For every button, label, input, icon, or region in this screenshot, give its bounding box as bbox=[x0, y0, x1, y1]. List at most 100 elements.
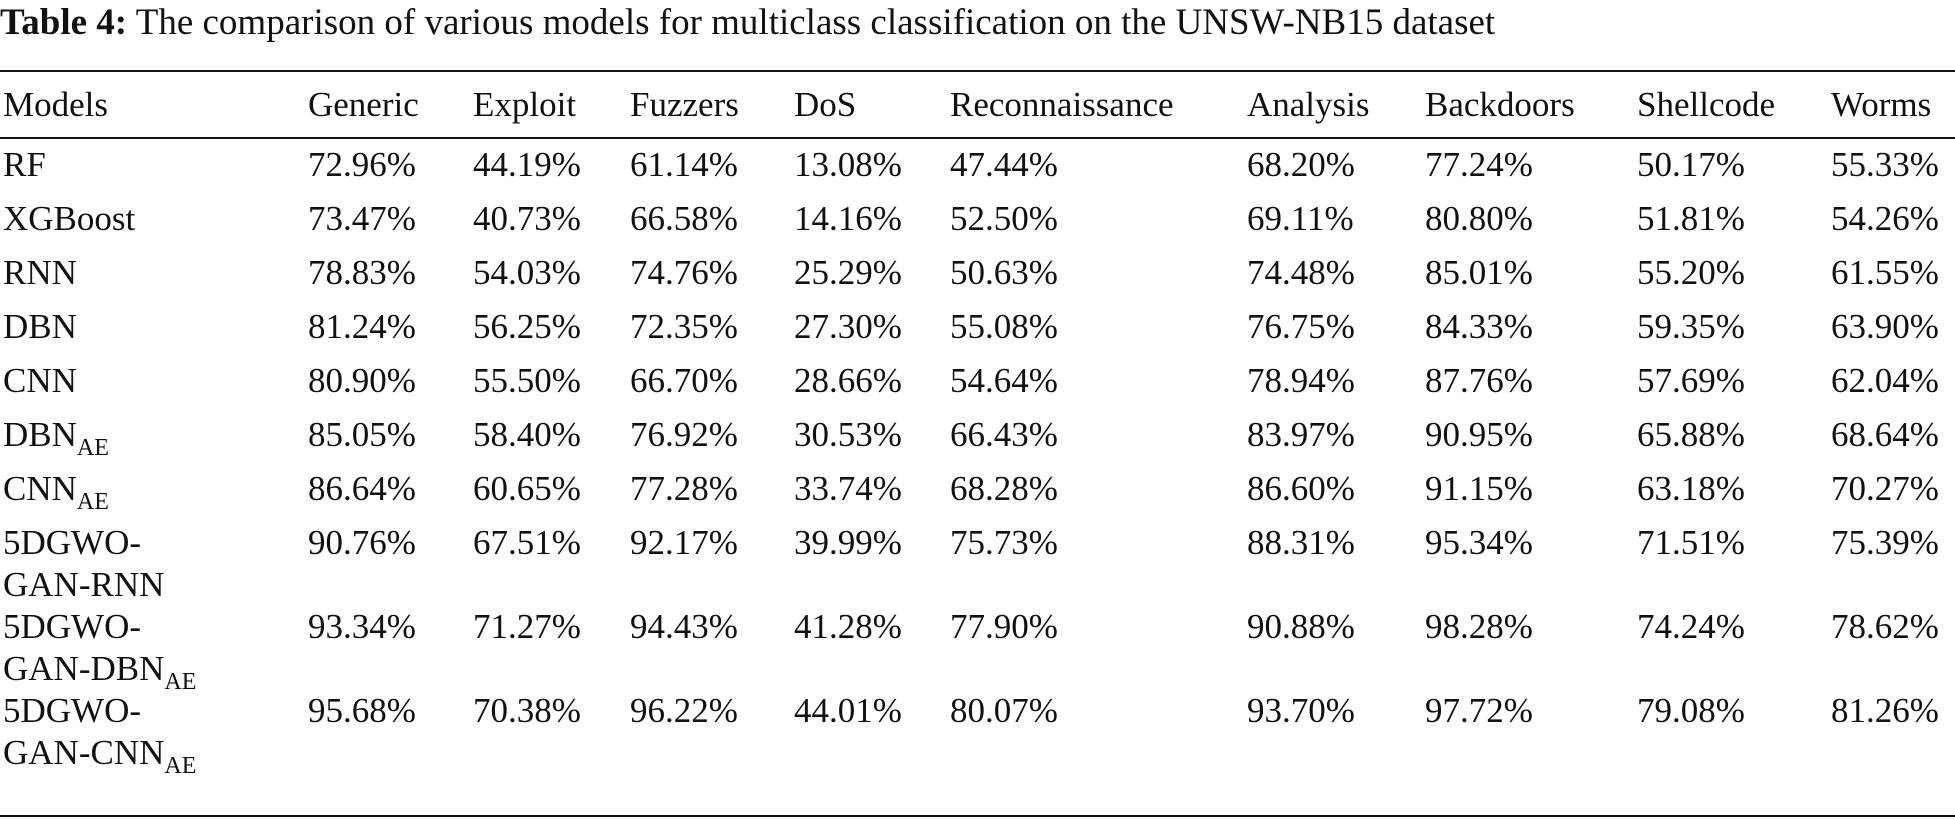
model-name: RF bbox=[3, 138, 46, 192]
cell-exploit: 71.27% bbox=[473, 607, 581, 646]
table-caption-text: The comparison of various models for mul… bbox=[127, 2, 1496, 43]
model-name-text: DBN bbox=[3, 307, 77, 346]
cell-backdoors: 85.01% bbox=[1425, 253, 1533, 292]
cell-dos: 30.53% bbox=[794, 415, 902, 454]
cell-backdoors: 80.80% bbox=[1425, 199, 1533, 238]
cell-worms: 78.62% bbox=[1831, 607, 1939, 646]
cell-worms: 62.04% bbox=[1831, 361, 1939, 400]
cell-fuzzers: 94.43% bbox=[630, 607, 738, 646]
cell-fuzzers: 77.28% bbox=[630, 469, 738, 508]
cell-dos: 14.16% bbox=[794, 199, 902, 238]
table-top-rule bbox=[0, 70, 1955, 72]
model-name: CNNAE bbox=[3, 462, 109, 516]
cell-analysis: 74.48% bbox=[1247, 253, 1355, 292]
model-name-subscript: AE bbox=[76, 435, 109, 461]
table-caption: Table 4: The comparison of various model… bbox=[0, 0, 1955, 46]
model-name-text: CNN bbox=[3, 361, 77, 400]
cell-fuzzers: 66.70% bbox=[630, 361, 738, 400]
cell-backdoors: 98.28% bbox=[1425, 607, 1533, 646]
cell-reconnaissance: 80.07% bbox=[950, 691, 1058, 730]
cell-shellcode: 51.81% bbox=[1637, 199, 1745, 238]
cell-exploit: 54.03% bbox=[473, 253, 581, 292]
header-exploit: Exploit bbox=[473, 85, 577, 124]
cell-dos: 41.28% bbox=[794, 607, 902, 646]
header-dos: DoS bbox=[794, 85, 857, 124]
cell-backdoors: 90.95% bbox=[1425, 415, 1533, 454]
model-name-text: 5DGWO- bbox=[3, 607, 142, 646]
cell-reconnaissance: 75.73% bbox=[950, 523, 1058, 562]
cell-backdoors: 91.15% bbox=[1425, 469, 1533, 508]
model-name: DBN bbox=[3, 300, 77, 354]
cell-generic: 80.90% bbox=[308, 361, 416, 400]
cell-fuzzers: 92.17% bbox=[630, 523, 738, 562]
model-name-text: XGBoost bbox=[3, 199, 136, 238]
cell-backdoors: 97.72% bbox=[1425, 691, 1533, 730]
cell-backdoors: 87.76% bbox=[1425, 361, 1533, 400]
cell-generic: 90.76% bbox=[308, 523, 416, 562]
header-models: Models bbox=[3, 85, 108, 124]
cell-reconnaissance: 77.90% bbox=[950, 607, 1058, 646]
model-name: RNN bbox=[3, 246, 77, 300]
cell-analysis: 69.11% bbox=[1247, 199, 1354, 238]
cell-fuzzers: 61.14% bbox=[630, 145, 738, 184]
cell-fuzzers: 96.22% bbox=[630, 691, 738, 730]
cell-generic: 78.83% bbox=[308, 253, 416, 292]
cell-shellcode: 65.88% bbox=[1637, 415, 1745, 454]
model-name-text: CNN bbox=[3, 469, 77, 508]
cell-shellcode: 55.20% bbox=[1637, 253, 1745, 292]
cell-analysis: 93.70% bbox=[1247, 691, 1355, 730]
cell-reconnaissance: 54.64% bbox=[950, 361, 1058, 400]
header-shellcode: Shellcode bbox=[1637, 85, 1776, 124]
table-header-rule bbox=[0, 137, 1955, 139]
model-name-line2-subscript: AE bbox=[164, 753, 197, 779]
header-generic: Generic bbox=[308, 85, 419, 124]
model-name-subscript: AE bbox=[76, 489, 109, 515]
model-name: DBNAE bbox=[3, 408, 109, 462]
cell-worms: 55.33% bbox=[1831, 145, 1939, 184]
cell-worms: 81.26% bbox=[1831, 691, 1939, 730]
cell-backdoors: 95.34% bbox=[1425, 523, 1533, 562]
cell-worms: 54.26% bbox=[1831, 199, 1939, 238]
cell-shellcode: 57.69% bbox=[1637, 361, 1745, 400]
cell-dos: 25.29% bbox=[794, 253, 902, 292]
cell-generic: 72.96% bbox=[308, 145, 416, 184]
cell-fuzzers: 76.92% bbox=[630, 415, 738, 454]
cell-worms: 61.55% bbox=[1831, 253, 1939, 292]
model-name-text: RNN bbox=[3, 253, 77, 292]
cell-exploit: 56.25% bbox=[473, 307, 581, 346]
cell-analysis: 78.94% bbox=[1247, 361, 1355, 400]
model-name: CNN bbox=[3, 354, 77, 408]
cell-analysis: 86.60% bbox=[1247, 469, 1355, 508]
table-bottom-rule bbox=[0, 815, 1955, 817]
model-name-line2: GAN-DBNAE bbox=[3, 642, 196, 696]
cell-fuzzers: 74.76% bbox=[630, 253, 738, 292]
cell-shellcode: 59.35% bbox=[1637, 307, 1745, 346]
cell-dos: 27.30% bbox=[794, 307, 902, 346]
header-worms: Worms bbox=[1831, 85, 1932, 124]
model-name-line2-text: GAN-CNN bbox=[3, 733, 165, 772]
cell-generic: 85.05% bbox=[308, 415, 416, 454]
model-name-text: 5DGWO- bbox=[3, 523, 142, 562]
cell-reconnaissance: 55.08% bbox=[950, 307, 1058, 346]
table-caption-label: Table 4: bbox=[0, 2, 128, 43]
cell-analysis: 88.31% bbox=[1247, 523, 1355, 562]
cell-dos: 28.66% bbox=[794, 361, 902, 400]
header-reconnaissance: Reconnaissance bbox=[950, 85, 1174, 124]
cell-worms: 70.27% bbox=[1831, 469, 1939, 508]
cell-analysis: 68.20% bbox=[1247, 145, 1355, 184]
cell-exploit: 40.73% bbox=[473, 199, 581, 238]
header-analysis: Analysis bbox=[1247, 85, 1370, 124]
cell-analysis: 90.88% bbox=[1247, 607, 1355, 646]
model-name-text: DBN bbox=[3, 415, 77, 454]
header-fuzzers: Fuzzers bbox=[630, 85, 739, 124]
cell-generic: 73.47% bbox=[308, 199, 416, 238]
model-name-text: RF bbox=[3, 145, 46, 184]
cell-exploit: 70.38% bbox=[473, 691, 581, 730]
cell-reconnaissance: 52.50% bbox=[950, 199, 1058, 238]
cell-reconnaissance: 66.43% bbox=[950, 415, 1058, 454]
cell-exploit: 60.65% bbox=[473, 469, 581, 508]
model-name: 5DGWO- bbox=[3, 600, 141, 654]
cell-fuzzers: 66.58% bbox=[630, 199, 738, 238]
cell-dos: 44.01% bbox=[794, 691, 902, 730]
cell-backdoors: 84.33% bbox=[1425, 307, 1533, 346]
